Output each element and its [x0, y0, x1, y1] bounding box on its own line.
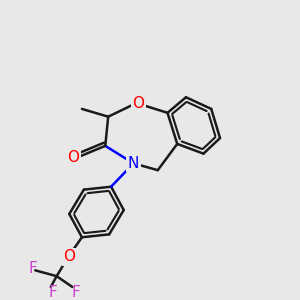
Text: F: F: [48, 285, 57, 300]
Text: F: F: [72, 285, 80, 300]
Text: O: O: [132, 96, 144, 111]
Text: O: O: [67, 150, 79, 165]
Text: F: F: [29, 261, 38, 276]
Text: O: O: [63, 249, 75, 264]
Text: N: N: [128, 156, 139, 171]
